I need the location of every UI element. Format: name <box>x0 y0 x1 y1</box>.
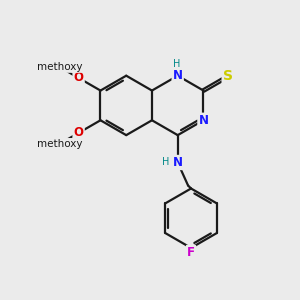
Text: O: O <box>74 126 84 140</box>
Text: F: F <box>187 246 195 259</box>
Text: methoxy: methoxy <box>37 139 82 149</box>
Text: S: S <box>223 69 233 83</box>
Text: N: N <box>173 69 183 82</box>
Text: N: N <box>173 156 183 169</box>
Text: H: H <box>172 59 180 69</box>
Text: H: H <box>161 158 169 167</box>
Text: methoxy: methoxy <box>37 62 82 72</box>
Text: O: O <box>74 71 84 84</box>
Text: N: N <box>198 114 208 127</box>
